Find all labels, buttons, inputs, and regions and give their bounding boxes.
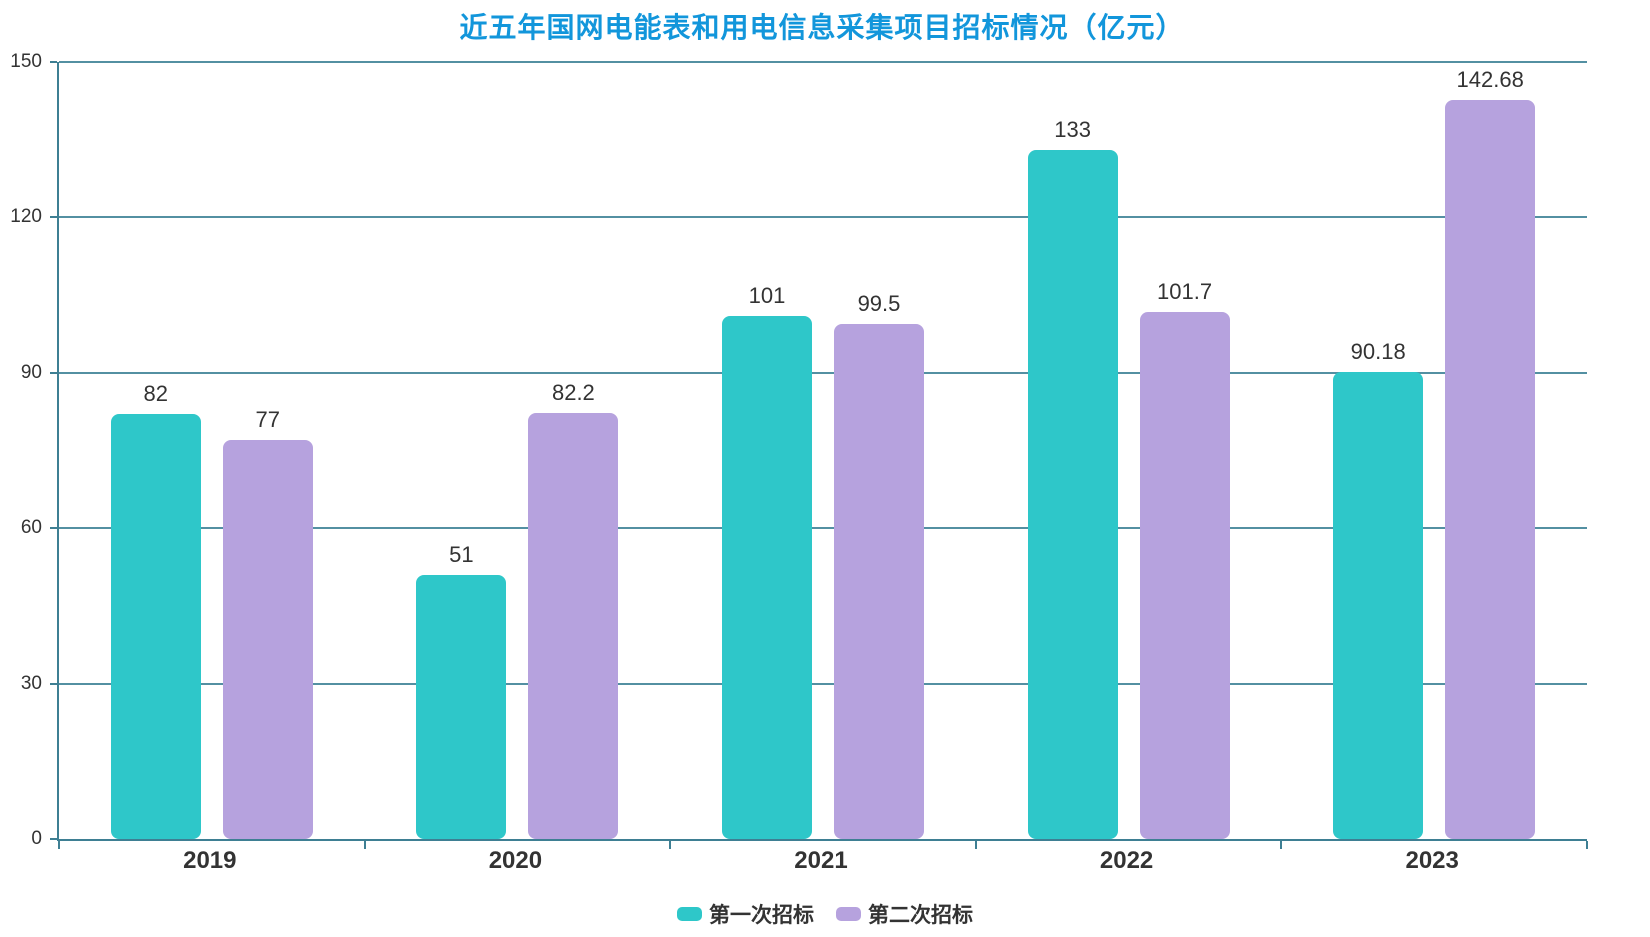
bar-group-2020: 51 82.2 bbox=[365, 62, 671, 839]
y-axis-tick-120 bbox=[50, 216, 57, 219]
bar-value-label: 77 bbox=[255, 407, 281, 433]
bar-value-label: 82.2 bbox=[551, 380, 595, 406]
y-axis-label-120: 120 bbox=[10, 206, 42, 228]
y-axis-label-150: 150 bbox=[10, 51, 42, 72]
x-axis-label-2022: 2022 bbox=[1099, 847, 1154, 874]
bar-column: 82.2 bbox=[528, 62, 619, 839]
plot-area: 82 77 51 82.2 101 99.5 133 101.7 90.18 142.68 bbox=[50, 61, 1588, 849]
bar-column: 77 bbox=[222, 62, 313, 839]
bar-2022-第二次招标 bbox=[1139, 312, 1230, 839]
bar-column: 90.18 bbox=[1333, 62, 1424, 839]
bar-column: 101.7 bbox=[1139, 62, 1230, 839]
y-axis-label-0: 0 bbox=[31, 828, 42, 849]
bar-2021-第一次招标 bbox=[721, 315, 812, 839]
legend-item-series-1[interactable]: 第一次招标 bbox=[677, 899, 814, 929]
bar-column: 133 bbox=[1027, 62, 1118, 839]
bar-value-label: 133 bbox=[1054, 117, 1091, 143]
bar-value-label: 99.5 bbox=[857, 290, 901, 316]
y-axis-labels: 0 30 60 90 120 150 bbox=[0, 51, 48, 849]
legend-item-series-2[interactable]: 第二次招标 bbox=[836, 899, 973, 929]
gridline-120 bbox=[59, 216, 1587, 219]
x-axis-tick-0 bbox=[58, 841, 60, 849]
bar-column: 99.5 bbox=[833, 62, 924, 839]
bar-value-label: 51 bbox=[449, 541, 474, 567]
y-axis-label-60: 60 bbox=[20, 517, 42, 539]
bar-2021-第二次招标 bbox=[833, 323, 924, 839]
legend: 第一次招标 第二次招标 bbox=[0, 899, 1650, 929]
bar-value-label: 101.7 bbox=[1157, 279, 1213, 305]
gridline-90 bbox=[59, 371, 1587, 374]
legend-label: 第二次招标 bbox=[868, 904, 973, 927]
bar-column: 142.68 bbox=[1445, 62, 1536, 839]
gridline-60 bbox=[59, 527, 1587, 530]
legend-marker-icon bbox=[836, 907, 861, 921]
y-axis-tick-60 bbox=[50, 527, 57, 530]
chart-title: 近五年国网电能表和用电信息采集项目招标情况（亿元） bbox=[459, 12, 1185, 43]
bar-group-2022: 133 101.7 bbox=[976, 62, 1282, 839]
y-axis-tick-0 bbox=[50, 838, 57, 840]
bar-2022-第一次招标 bbox=[1027, 150, 1118, 839]
x-axis-tick-4 bbox=[1280, 841, 1283, 849]
bar-column: 51 bbox=[416, 62, 507, 839]
x-axis-tick-2 bbox=[669, 841, 672, 849]
bar-value-label: 101 bbox=[748, 282, 786, 308]
bar-2020-第二次招标 bbox=[528, 413, 619, 839]
bar-group-2019: 82 77 bbox=[59, 62, 365, 839]
x-axis-labels: 2019 2020 2021 2022 2023 bbox=[57, 847, 1585, 875]
bar-value-label: 90.18 bbox=[1350, 338, 1406, 364]
gridline-150 bbox=[59, 61, 1587, 63]
x-axis-label-2021: 2021 bbox=[794, 847, 848, 874]
y-axis-tick-30 bbox=[50, 682, 57, 685]
x-axis-label-2019: 2019 bbox=[183, 847, 237, 874]
axis-ticks-layer bbox=[50, 61, 1588, 849]
x-axis-tick-1 bbox=[363, 841, 366, 849]
y-axis-tick-150 bbox=[50, 61, 57, 63]
bar-group-2021: 101 99.5 bbox=[670, 62, 976, 839]
bar-2020-第一次招标 bbox=[416, 574, 507, 839]
legend-label: 第一次招标 bbox=[709, 904, 814, 927]
legend-marker-icon bbox=[677, 907, 702, 921]
y-axis-tick-90 bbox=[50, 371, 57, 374]
x-axis-tick-3 bbox=[974, 841, 977, 849]
gridlines-layer bbox=[59, 61, 1587, 839]
bar-value-label: 142.68 bbox=[1456, 66, 1524, 92]
bar-group-2023: 90.18 142.68 bbox=[1281, 62, 1587, 839]
bar-2019-第一次招标 bbox=[110, 414, 201, 839]
bars-layer: 82 77 51 82.2 101 99.5 133 101.7 90.18 142.68 bbox=[59, 62, 1587, 839]
y-axis-label-30: 30 bbox=[20, 672, 42, 694]
bar-2023-第二次招标 bbox=[1445, 99, 1536, 839]
x-axis-label-2023: 2023 bbox=[1405, 847, 1459, 874]
bar-value-label: 82 bbox=[143, 381, 169, 407]
bar-column: 101 bbox=[721, 62, 812, 839]
x-axis-label-2020: 2020 bbox=[488, 847, 543, 874]
bar-2023-第一次招标 bbox=[1333, 371, 1424, 839]
y-axis-label-90: 90 bbox=[20, 361, 42, 383]
bar-2019-第二次招标 bbox=[222, 440, 313, 839]
x-axis-tick-5 bbox=[1586, 841, 1588, 849]
gridline-30 bbox=[59, 682, 1587, 685]
bar-column: 82 bbox=[110, 62, 201, 839]
